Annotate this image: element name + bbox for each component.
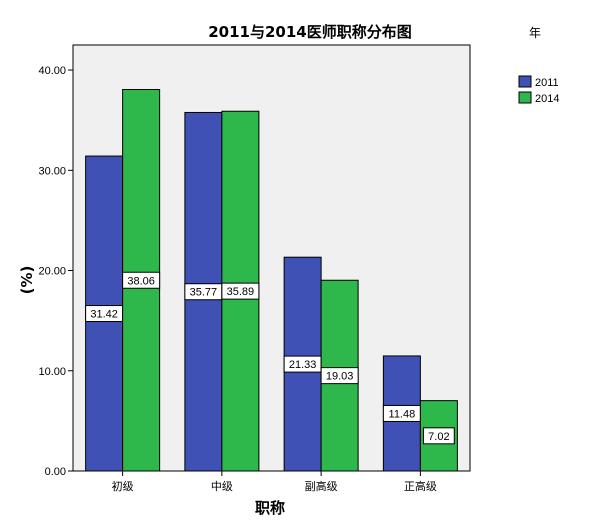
y-tick-label: 40.00	[38, 65, 66, 77]
legend-label: 2011	[535, 77, 559, 89]
data-label: 38.06	[127, 275, 155, 287]
data-label: 31.42	[90, 309, 118, 321]
data-label-box	[320, 367, 359, 385]
y-axis: 0.00 10.00 20.00 30.00 40.00	[38, 65, 73, 478]
legend-swatch-2014	[518, 91, 532, 104]
x-axis: 初级 中级 副高级 正高级	[112, 471, 437, 493]
y-axis-title: (%)	[18, 266, 36, 295]
data-label: 21.33	[289, 359, 317, 371]
x-axis-title: 职称	[255, 499, 285, 517]
data-label: 35.77	[190, 287, 218, 299]
y-tick-label: 30.00	[38, 165, 66, 177]
y-tick-label: 0.00	[45, 466, 66, 478]
x-tick-label: 初级	[112, 479, 134, 493]
data-label-box	[122, 271, 161, 289]
data-label: 7.02	[428, 431, 449, 443]
chart-title: 2011与2014医师职称分布图	[208, 23, 412, 41]
x-tick-label: 中级	[211, 480, 233, 493]
legend: 年 2011 2014	[518, 26, 559, 105]
legend-title: 年	[529, 26, 541, 40]
data-label: 35.89	[227, 286, 255, 298]
data-label: 19.03	[326, 371, 354, 383]
y-tick-label: 20.00	[38, 266, 66, 278]
legend-swatch-2011	[518, 75, 532, 88]
legend-label: 2014	[535, 93, 559, 105]
y-tick-label: 10.00	[38, 366, 66, 378]
data-label-box	[422, 427, 455, 445]
data-label: 11.48	[389, 408, 416, 420]
x-tick-label: 正高级	[404, 479, 437, 493]
x-tick-label: 副高级	[305, 479, 338, 493]
data-label-box	[221, 282, 260, 300]
bars-group: 31.42 38.06 35.77 35.89 21.33 19.03 11.48 7.02	[85, 89, 458, 472]
